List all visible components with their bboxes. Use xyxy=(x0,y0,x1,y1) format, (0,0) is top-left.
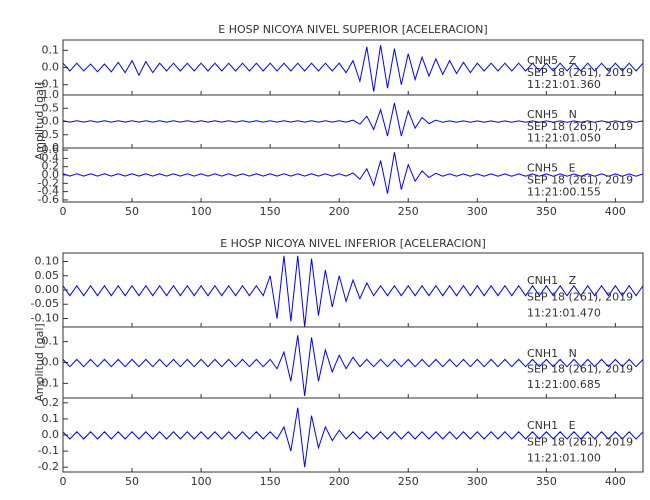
x-tick-label: 300 xyxy=(467,205,488,218)
station-label: CNH5 Z xyxy=(527,54,577,67)
x-tick-label: 100 xyxy=(191,475,212,488)
y-tick-label: 1.0 xyxy=(42,88,60,101)
trace xyxy=(62,45,644,92)
x-tick-label: 150 xyxy=(260,475,281,488)
y-tick-label: 0.1 xyxy=(42,335,60,348)
x-tick-label: 150 xyxy=(260,205,281,218)
x-tick-label: 50 xyxy=(125,205,139,218)
x-tick-label: 400 xyxy=(605,475,626,488)
time-label: 11:21:00.155 xyxy=(527,185,601,198)
y-tick-label: 0.6 xyxy=(42,143,60,156)
trace xyxy=(62,335,644,396)
trace xyxy=(62,407,644,468)
y-axis-label: Amplitud [gal] xyxy=(33,323,46,401)
station-label: CNH1 N xyxy=(527,347,577,360)
time-label: 11:21:00.685 xyxy=(527,378,601,391)
x-tick-label: 0 xyxy=(60,475,67,488)
y-axis-label: Amplitud [gal] xyxy=(33,82,46,160)
trace xyxy=(62,152,644,194)
time-label: 11:21:01.470 xyxy=(527,307,601,320)
y-tick-label: -0.6 xyxy=(38,193,59,206)
station-label: CNH5 N xyxy=(527,108,577,121)
x-tick-label: 250 xyxy=(398,205,419,218)
date-label: SEP 18 (261), 2019 xyxy=(527,66,633,79)
date-label: SEP 18 (261), 2019 xyxy=(527,435,633,448)
y-tick-label: -0.05 xyxy=(31,297,59,310)
x-tick-label: 350 xyxy=(536,205,557,218)
y-tick-label: 0.1 xyxy=(42,43,60,56)
y-tick-label: 0.1 xyxy=(42,412,60,425)
date-label: SEP 18 (261), 2019 xyxy=(527,363,633,376)
date-label: SEP 18 (261), 2019 xyxy=(527,173,633,186)
y-tick-label: 0.2 xyxy=(42,160,60,173)
x-tick-label: 50 xyxy=(125,475,139,488)
y-tick-label: 0.0 xyxy=(42,168,60,181)
y-tick-label: 0.0 xyxy=(42,428,60,441)
station-label: CNH1 Z xyxy=(527,274,577,287)
y-tick-label: -0.1 xyxy=(38,444,59,457)
y-tick-label: 0.05 xyxy=(35,269,60,282)
y-tick-label: 0.2 xyxy=(42,396,60,409)
y-tick-label: -0.2 xyxy=(38,176,59,189)
y-tick-label: -0.10 xyxy=(31,311,59,324)
y-tick-label: 0.0 xyxy=(42,61,60,74)
trace xyxy=(62,102,644,137)
y-tick-label: 0.10 xyxy=(35,255,60,268)
chart-title: E HOSP NICOYA NIVEL SUPERIOR [ACELERACIO… xyxy=(218,23,487,36)
y-tick-label: -0.1 xyxy=(38,78,59,91)
y-tick-label: 0.0 xyxy=(42,115,60,128)
x-tick-label: 400 xyxy=(605,205,626,218)
x-tick-label: 200 xyxy=(329,205,350,218)
station-label: CNH5 E xyxy=(527,162,576,175)
station-label: CNH1 E xyxy=(527,419,576,432)
trace xyxy=(62,255,644,328)
time-label: 11:21:01.360 xyxy=(527,78,601,91)
date-label: SEP 18 (261), 2019 xyxy=(527,120,633,133)
y-tick-label: -1.0 xyxy=(38,141,59,154)
x-tick-label: 250 xyxy=(398,475,419,488)
time-label: 11:21:01.100 xyxy=(527,452,601,465)
y-tick-label: -0.2 xyxy=(38,460,59,473)
date-label: SEP 18 (261), 2019 xyxy=(527,290,633,303)
y-tick-label: 0.4 xyxy=(42,151,60,164)
chart-title: E HOSP NICOYA NIVEL INFERIOR [ACELERACIO… xyxy=(220,237,486,250)
x-tick-label: 100 xyxy=(191,205,212,218)
y-tick-label: 0.5 xyxy=(42,101,60,114)
x-tick-label: 300 xyxy=(467,475,488,488)
y-tick-label: -0.4 xyxy=(38,185,59,198)
y-tick-label: 0.00 xyxy=(35,283,60,296)
y-tick-label: 0.0 xyxy=(42,356,60,369)
y-tick-label: -0.1 xyxy=(38,376,59,389)
x-tick-label: 0 xyxy=(60,205,67,218)
y-tick-label: -0.5 xyxy=(38,128,59,141)
x-tick-label: 200 xyxy=(329,475,350,488)
x-tick-label: 350 xyxy=(536,475,557,488)
time-label: 11:21:01.050 xyxy=(527,131,601,144)
